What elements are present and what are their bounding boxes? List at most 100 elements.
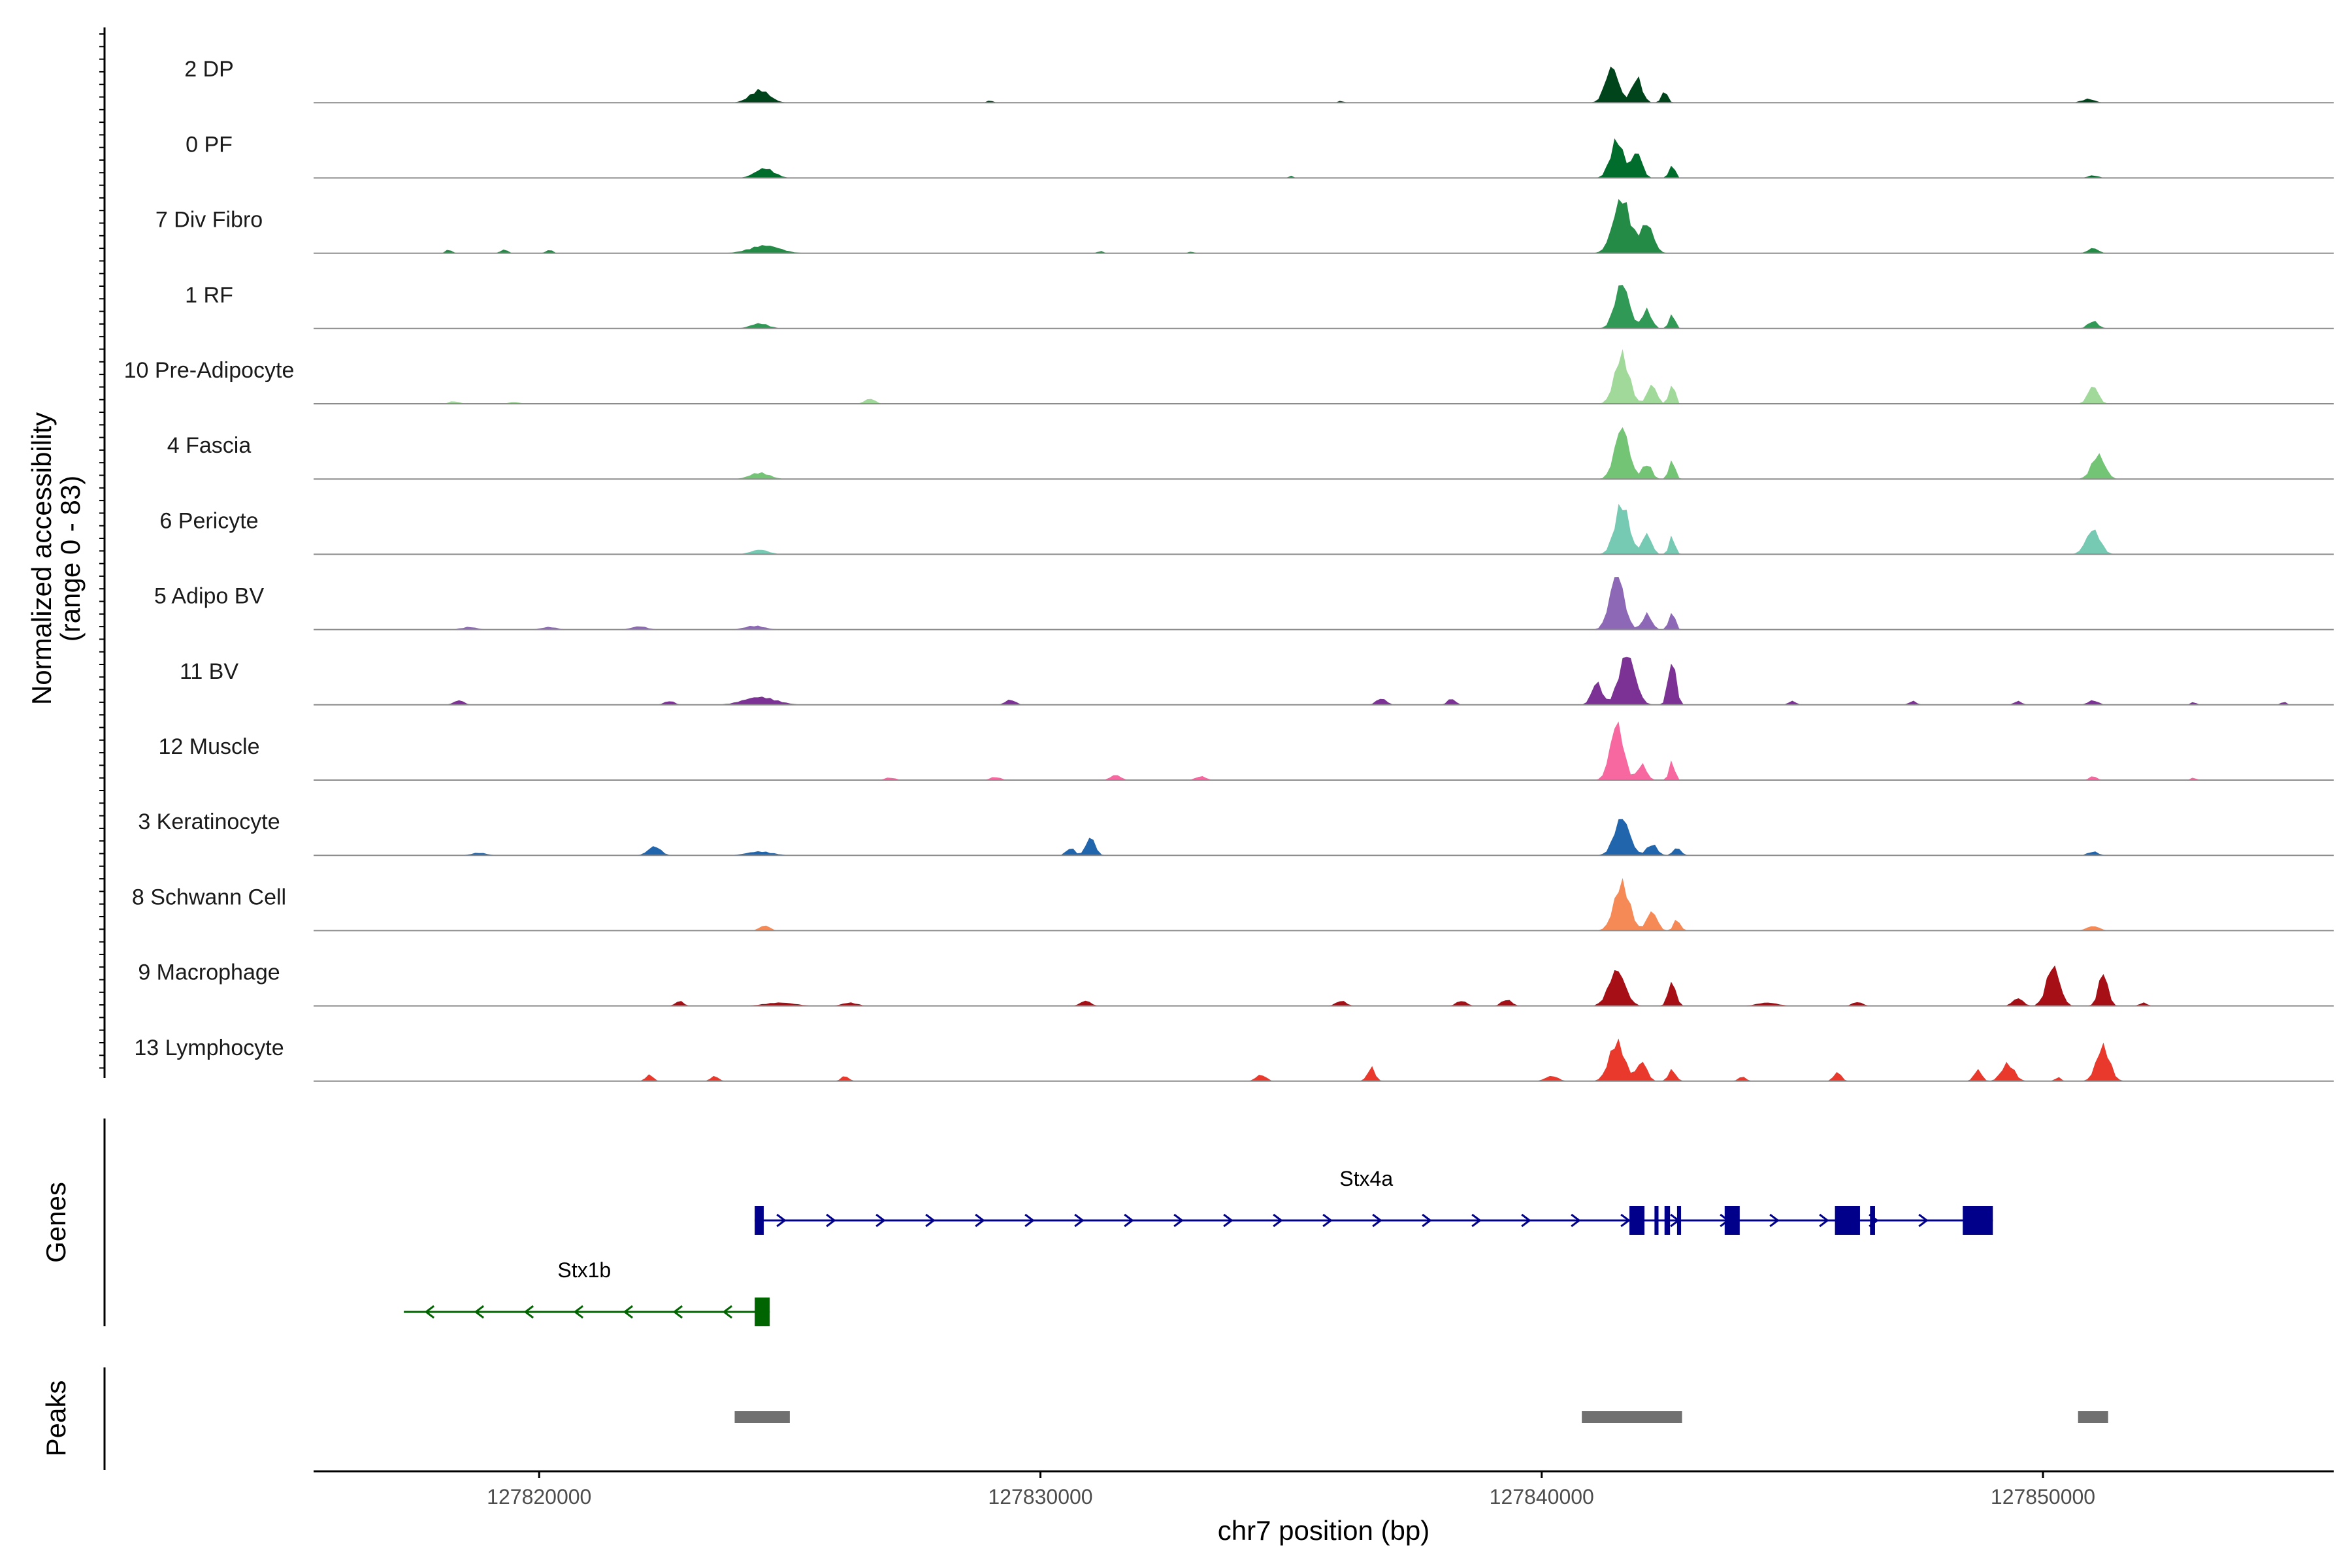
track-7: 5 Adipo BV bbox=[154, 577, 2334, 630]
strand-arrow bbox=[474, 1305, 485, 1319]
strand-arrow bbox=[672, 1305, 683, 1319]
strand-arrow bbox=[1918, 1213, 1929, 1228]
track-label: 8 Schwann Cell bbox=[132, 885, 286, 909]
track-area bbox=[314, 1038, 2334, 1081]
genes-panel-label: Genes bbox=[41, 1182, 71, 1263]
strand-arrow bbox=[1769, 1213, 1780, 1228]
strand-arrow bbox=[1422, 1213, 1432, 1228]
strand-arrow bbox=[573, 1305, 584, 1319]
exon bbox=[1835, 1206, 1860, 1235]
strand-arrow bbox=[1273, 1213, 1283, 1228]
strand-arrow bbox=[1173, 1213, 1184, 1228]
x-tick-label: 127830000 bbox=[988, 1485, 1092, 1509]
track-label: 5 Adipo BV bbox=[154, 584, 265, 609]
track-area bbox=[314, 199, 2334, 253]
track-label: 2 DP bbox=[184, 57, 234, 82]
strand-arrow bbox=[1571, 1213, 1581, 1228]
strand-arrow bbox=[523, 1305, 534, 1319]
track-label: 0 PF bbox=[186, 132, 233, 157]
track-area bbox=[314, 965, 2334, 1006]
x-tick-label: 127850000 bbox=[1991, 1485, 2095, 1509]
exon bbox=[1654, 1206, 1659, 1235]
track-label: 1 RF bbox=[185, 283, 233, 308]
coverage-tracks: 2 DP 0 PF 7 Div Fibro 1 RF 10 Pre-Adipocyte 4… bbox=[124, 57, 2334, 1082]
track-4: 10 Pre-Adipocyte bbox=[124, 349, 2334, 404]
x-axis-ticks: 127820000 127830000 127840000 127850000 bbox=[487, 1471, 2095, 1509]
track-9: 12 Muscle bbox=[159, 721, 2334, 781]
track-area bbox=[314, 657, 2334, 705]
track-area bbox=[314, 819, 2334, 856]
x-tick-label: 127820000 bbox=[487, 1485, 591, 1509]
track-label: 6 Pericyte bbox=[159, 508, 258, 533]
track-area bbox=[314, 349, 2334, 404]
peak-bar bbox=[734, 1411, 790, 1423]
track-6: 6 Pericyte bbox=[159, 504, 2334, 555]
y-axis-range: (range 0 - 83) bbox=[55, 476, 86, 642]
gene-Stx4a: Stx4a bbox=[755, 1167, 1993, 1235]
track-13: 13 Lymphocyte bbox=[134, 1036, 2334, 1082]
coverage-y-ticks bbox=[99, 33, 105, 1069]
strand-arrow bbox=[1819, 1213, 1829, 1228]
track-12: 9 Macrophage bbox=[138, 960, 2334, 1007]
strand-arrow bbox=[875, 1213, 886, 1228]
strand-arrow bbox=[1124, 1213, 1134, 1228]
track-area bbox=[314, 66, 2334, 103]
strand-arrow bbox=[424, 1305, 435, 1319]
peak-bar bbox=[2078, 1411, 2108, 1423]
exon bbox=[1963, 1206, 1993, 1235]
track-8: 11 BV bbox=[180, 657, 2334, 706]
exon bbox=[1724, 1206, 1740, 1235]
track-area bbox=[314, 138, 2334, 178]
strand-arrow bbox=[1471, 1213, 1482, 1228]
track-label: 11 BV bbox=[180, 659, 238, 684]
peak-regions bbox=[734, 1411, 2108, 1423]
track-label: 13 Lymphocyte bbox=[134, 1036, 284, 1060]
strand-arrow bbox=[826, 1213, 836, 1228]
strand-arrow bbox=[1372, 1213, 1382, 1228]
peak-bar bbox=[1582, 1411, 1682, 1423]
track-label: 4 Fascia bbox=[167, 433, 252, 458]
track-label: 9 Macrophage bbox=[138, 960, 280, 985]
exon bbox=[1870, 1206, 1875, 1235]
gene-Stx1b: Stx1b bbox=[404, 1258, 770, 1326]
strand-arrow bbox=[623, 1305, 634, 1319]
exon bbox=[755, 1298, 770, 1326]
track-0: 2 DP bbox=[184, 57, 2334, 104]
track-area bbox=[314, 877, 2334, 931]
peaks-panel-label: Peaks bbox=[41, 1380, 71, 1457]
gene-label: Stx1b bbox=[557, 1258, 611, 1282]
track-label: 10 Pre-Adipocyte bbox=[124, 358, 295, 383]
track-10: 3 Keratinocyte bbox=[138, 809, 2334, 857]
y-axis-title: Normalized accessibility bbox=[26, 412, 57, 705]
strand-arrow bbox=[1521, 1213, 1531, 1228]
x-axis-title: chr7 position (bp) bbox=[1218, 1515, 1430, 1546]
track-label: 3 Keratinocyte bbox=[138, 809, 280, 834]
track-11: 8 Schwann Cell bbox=[132, 877, 2334, 932]
gene-label: Stx4a bbox=[1339, 1167, 1393, 1190]
exon bbox=[1664, 1206, 1671, 1235]
strand-arrow bbox=[975, 1213, 985, 1228]
x-tick-label: 127840000 bbox=[1490, 1485, 1594, 1509]
track-3: 1 RF bbox=[185, 283, 2334, 329]
track-area bbox=[314, 504, 2334, 555]
track-label: 7 Div Fibro bbox=[155, 208, 263, 233]
exon bbox=[1676, 1206, 1682, 1235]
strand-arrow bbox=[722, 1305, 732, 1319]
strand-arrow bbox=[1322, 1213, 1333, 1228]
exon bbox=[755, 1206, 764, 1235]
track-area bbox=[314, 721, 2334, 780]
track-area bbox=[314, 427, 2334, 480]
gene-models: Stx4a Stx1b bbox=[404, 1167, 1993, 1326]
strand-arrow bbox=[925, 1213, 936, 1228]
strand-arrow bbox=[1620, 1213, 1631, 1228]
exon bbox=[1629, 1206, 1645, 1235]
strand-arrow bbox=[1024, 1213, 1035, 1228]
track-area bbox=[314, 577, 2334, 630]
track-area bbox=[314, 285, 2334, 329]
strand-arrow bbox=[776, 1213, 787, 1228]
strand-arrow bbox=[1223, 1213, 1233, 1228]
track-label: 12 Muscle bbox=[159, 734, 260, 759]
strand-arrow bbox=[1074, 1213, 1085, 1228]
track-5: 4 Fascia bbox=[167, 427, 2334, 480]
